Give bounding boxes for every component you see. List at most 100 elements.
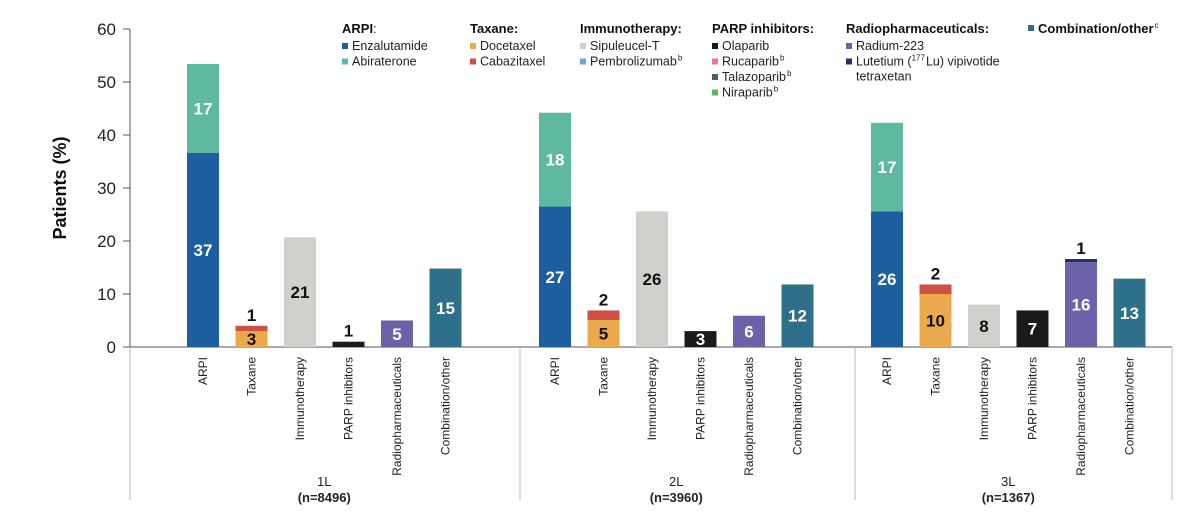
bar-value-label: 16 [1072, 296, 1091, 315]
bar-value-label: 7 [1028, 320, 1037, 339]
bar-segment [871, 211, 903, 347]
bar-segment [429, 268, 462, 347]
bar-segment [381, 320, 413, 347]
bar-segment [919, 284, 952, 294]
bar-value-label: 1 [247, 306, 256, 325]
legend-item-label: Lutetium ( [856, 55, 912, 69]
x-category-label: ARPI [196, 357, 210, 385]
legend-swatch [846, 58, 852, 65]
legend-item-footnote: b [787, 69, 792, 78]
legend-item-label: Olaparib [722, 39, 769, 53]
bar-segment [684, 331, 717, 347]
legend-item-footnote: b [780, 54, 785, 63]
x-category-label: Radiopharmaceuticals [1074, 357, 1088, 476]
legend-item-label-cont: Lu) vipivotide [926, 55, 1000, 69]
x-category-label: ARPI [548, 357, 562, 385]
legend-swatch [712, 43, 718, 49]
legend-swatch [470, 58, 476, 65]
bar-segment [1065, 262, 1097, 347]
legend-swatch [580, 58, 586, 65]
x-category-label: Immunotherapy [645, 357, 659, 440]
bar-segment [1065, 259, 1097, 263]
y-tick-label: 20 [97, 232, 116, 251]
x-category-label: Radiopharmaceuticals [742, 357, 756, 476]
legend-title-suffix: : [373, 22, 376, 36]
legend-title: Radiopharmaceuticals: [846, 21, 989, 36]
x-category-label: Immunotherapy [293, 357, 307, 440]
y-axis-label: Patients (%) [50, 136, 70, 239]
legend-title: Immunotherapy: [580, 21, 682, 36]
bar-segment [187, 153, 219, 347]
bar-value-label: 21 [291, 283, 310, 302]
bar-segment [539, 206, 571, 347]
bar-value-label: 3 [696, 330, 705, 349]
bar-value-label: 15 [436, 299, 455, 318]
legend-item-footnote: b [678, 54, 683, 63]
legend-item-label: Enzalutamide [352, 39, 428, 53]
bar-segment [919, 294, 952, 347]
bar-segment [968, 304, 1000, 347]
bar-value-label: 6 [744, 322, 753, 341]
x-category-label: Immunotherapy [977, 357, 991, 440]
x-category-label: PARP inhibitors [342, 357, 356, 440]
group-label: 2L [669, 474, 683, 489]
group-label: 1L [317, 474, 331, 489]
legend-item-label: Talazoparib [722, 70, 786, 84]
bar-segment [235, 331, 268, 347]
bar-segment [871, 122, 903, 212]
bar-segment [1113, 278, 1146, 347]
bar-segment [1016, 310, 1049, 347]
legend-item-label: Niraparib [722, 86, 773, 100]
y-tick-label: 10 [97, 285, 116, 304]
legend-swatch [342, 58, 348, 65]
x-category-label: ARPI [880, 357, 894, 385]
legend-swatch [846, 43, 852, 49]
legend-item-label-line2: tetraxetan [856, 70, 912, 84]
bar-value-label: 5 [599, 324, 608, 343]
group-n-label: (n=3960) [650, 490, 703, 505]
legend-swatch [1028, 25, 1034, 31]
bar-value-label: 13 [1120, 304, 1139, 323]
bar-segment [587, 310, 620, 320]
group-label: 3L [1001, 474, 1015, 489]
y-tick-label: 50 [97, 73, 116, 92]
x-category-label: Combination/other [439, 357, 453, 455]
bar-segment [733, 315, 765, 347]
bar-segment [539, 112, 571, 207]
legend-swatch [580, 43, 586, 49]
bar-segment [235, 325, 268, 332]
bar-segment [187, 63, 219, 154]
bar-value-label: 8 [979, 317, 988, 336]
legend-item-label: Radium-223 [856, 39, 924, 53]
bar-value-label: 2 [931, 264, 940, 283]
bar-segment [781, 284, 814, 347]
x-category-label: Taxane [929, 357, 943, 396]
bar-segment [284, 237, 316, 347]
legend-title: PARP inhibitors: [712, 21, 814, 36]
y-tick-label: 60 [97, 20, 116, 39]
legend-swatch [712, 74, 718, 80]
legend-item-label: Cabazitaxel [480, 55, 545, 69]
legend-item-label: Sipuleucel-T [590, 39, 660, 53]
group-n-label: (n=1367) [982, 490, 1035, 505]
legend-swatch [712, 58, 718, 65]
legend-item-label: Docetaxel [480, 39, 536, 53]
x-category-label: Taxane [597, 357, 611, 396]
bar-value-label: 3 [247, 330, 256, 349]
x-category-label: Taxane [245, 357, 259, 396]
bar-value-label: 18 [546, 151, 565, 170]
y-tick-label: 0 [107, 338, 116, 357]
bar-segment [636, 211, 668, 347]
bar-value-label: 37 [194, 241, 213, 260]
bar-value-label: 27 [546, 268, 565, 287]
bar-value-label: 5 [392, 325, 401, 344]
bar-value-label: 26 [878, 270, 897, 289]
bar-segment [587, 319, 620, 347]
x-category-label: Combination/other [791, 357, 805, 455]
bar-value-label: 1 [344, 322, 353, 341]
legend-layer: ARPI: Enzalutamide Abiraterone Taxane: Docet… [342, 21, 1159, 100]
bar-value-label: 17 [878, 158, 897, 177]
y-tick-label: 40 [97, 126, 116, 145]
